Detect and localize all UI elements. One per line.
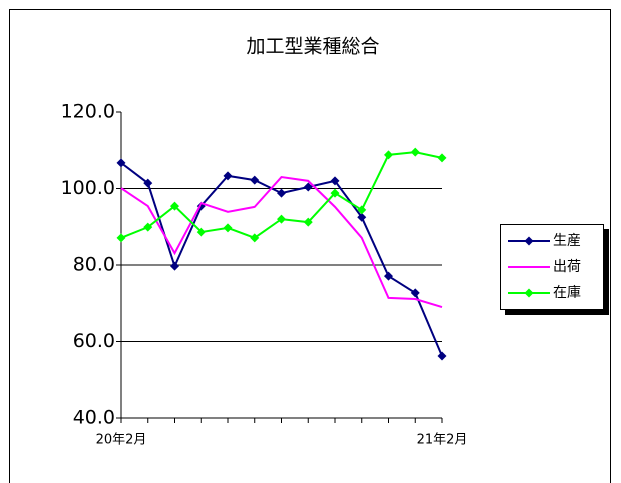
point: [116, 233, 126, 243]
point: [357, 205, 367, 215]
point: [250, 233, 260, 243]
point: [437, 351, 447, 361]
chart-title: 加工型業種総合: [246, 36, 379, 58]
point: [330, 176, 340, 186]
x-tick-label: 20年2月: [96, 433, 147, 448]
legend-label: 生産: [553, 233, 581, 249]
legend-label: 出荷: [553, 259, 581, 275]
y-tick-label: 40.0: [73, 407, 115, 429]
y-tick-label: 80.0: [73, 254, 115, 276]
point: [250, 175, 260, 185]
point: [384, 271, 393, 281]
point: [437, 153, 447, 163]
point: [303, 217, 313, 227]
y-tick-label: 120.0: [61, 101, 115, 123]
point: [410, 288, 420, 298]
y-tick-label: 100.0: [61, 177, 115, 199]
legend-marker: [524, 288, 534, 298]
point: [277, 188, 286, 198]
x-tick-label: 21年2月: [417, 433, 468, 448]
legend: [500, 224, 604, 310]
point: [143, 178, 153, 188]
point: [143, 222, 153, 232]
legend-marker: [524, 236, 534, 246]
point: [196, 227, 206, 237]
legend-label: 在庫: [553, 284, 581, 301]
point: [384, 150, 393, 160]
point: [330, 188, 340, 198]
point: [410, 147, 420, 157]
series-line: [120, 175, 443, 309]
point: [170, 201, 179, 211]
point: [357, 212, 367, 222]
point: [277, 214, 286, 224]
point: [223, 171, 233, 181]
point: [223, 223, 233, 233]
point: [170, 261, 179, 271]
point: [116, 158, 126, 168]
y-tick-label: 60.0: [73, 330, 115, 352]
point: [303, 182, 313, 192]
